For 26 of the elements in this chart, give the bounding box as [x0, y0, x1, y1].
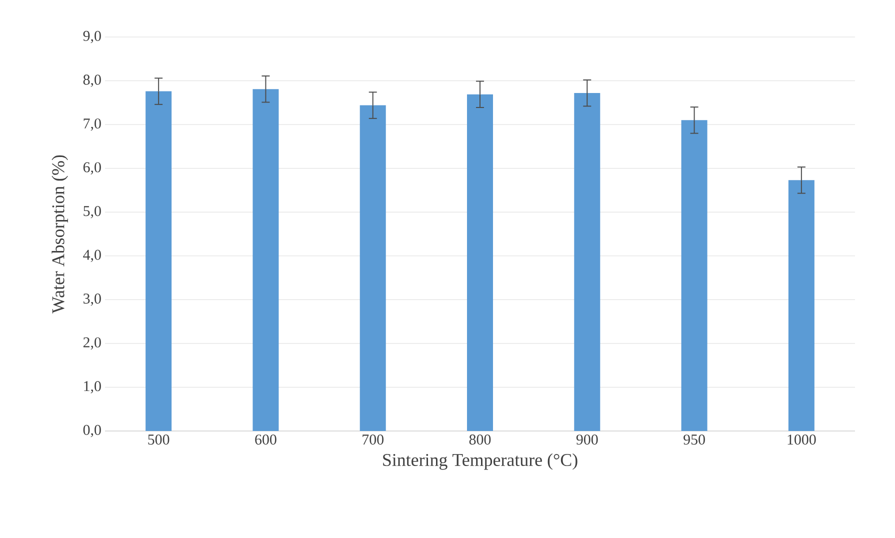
x-tick-label: 700 — [362, 434, 384, 445]
y-tick-label: 0,0 — [83, 424, 101, 438]
x-axis-title: Sintering Temperature (°C) — [383, 453, 578, 470]
bar — [681, 120, 708, 431]
y-tick-label: 7,0 — [84, 118, 101, 131]
x-tick-label: 500 — [148, 434, 170, 445]
x-tick-label: 950 — [684, 434, 705, 445]
x-tick-label: 1000 — [788, 434, 816, 445]
y-axis-title: Water Absorption (%) — [52, 155, 68, 314]
bar — [574, 93, 600, 431]
y-tick-label: 8,0 — [83, 74, 101, 87]
x-tick-label: 800 — [469, 434, 491, 445]
y-tick-label: 1,0 — [84, 381, 101, 394]
y-tick-label: 6,0 — [83, 162, 101, 174]
y-tick-label: 2,0 — [83, 337, 101, 350]
y-tick-label: 3,0 — [84, 294, 101, 306]
y-tick-label: 5,0 — [84, 206, 101, 218]
y-tick-label: 9,0 — [83, 30, 101, 44]
bar — [467, 94, 494, 431]
x-tick-label: 600 — [255, 434, 276, 445]
bar — [252, 89, 279, 431]
bar — [146, 91, 172, 431]
x-tick-label: 900 — [576, 434, 598, 445]
y-tick-label: 4,0 — [83, 250, 101, 262]
bar — [360, 105, 386, 431]
bar — [788, 180, 814, 431]
